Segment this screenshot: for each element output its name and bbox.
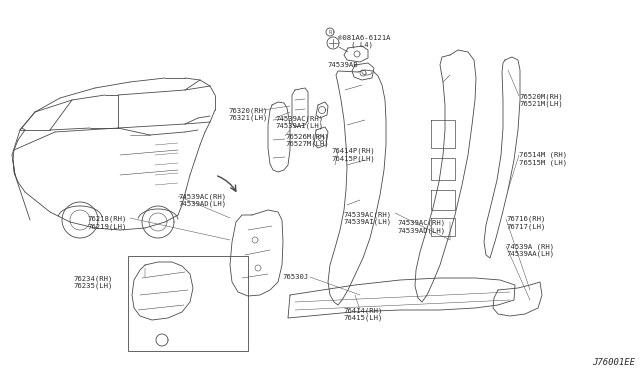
Text: 74539AC(RH)
74539AD(LH): 74539AC(RH) 74539AD(LH) <box>397 220 445 234</box>
Bar <box>128 256 248 351</box>
Text: 76530J: 76530J <box>282 274 308 280</box>
Text: 74539A (RH)
74539AA(LH): 74539A (RH) 74539AA(LH) <box>506 243 554 257</box>
Text: 74539AC(RH)
74539AI(LH): 74539AC(RH) 74539AI(LH) <box>343 211 391 225</box>
Text: 76520M(RH)
76521M(LH): 76520M(RH) 76521M(LH) <box>519 93 563 107</box>
Text: 76514M (RH)
76515M (LH): 76514M (RH) 76515M (LH) <box>519 152 567 166</box>
Text: 74539AC(RH)
74539AI(LH): 74539AC(RH) 74539AI(LH) <box>275 115 323 129</box>
Text: 76218(RH)
76219(LH): 76218(RH) 76219(LH) <box>87 216 126 230</box>
Text: 76414P(RH)
76415P(LH): 76414P(RH) 76415P(LH) <box>331 148 375 162</box>
Text: 76414(RH)
76415(LH): 76414(RH) 76415(LH) <box>343 307 382 321</box>
Text: 76716(RH)
76717(LH): 76716(RH) 76717(LH) <box>506 216 545 230</box>
Text: 74539AB: 74539AB <box>327 62 358 68</box>
Text: 76320(RH)
76321(LH): 76320(RH) 76321(LH) <box>228 107 268 121</box>
Text: 74539AC(RH)
74539AD(LH): 74539AC(RH) 74539AD(LH) <box>178 193 226 207</box>
Text: 76526M(RH)
76527M(LH): 76526M(RH) 76527M(LH) <box>285 133 329 147</box>
Text: ®081A6-6121A
   ( L4): ®081A6-6121A ( L4) <box>338 35 390 48</box>
Text: 76234(RH)
76235(LH): 76234(RH) 76235(LH) <box>73 275 113 289</box>
Text: J76001EE: J76001EE <box>592 358 635 367</box>
Text: R: R <box>328 29 332 35</box>
